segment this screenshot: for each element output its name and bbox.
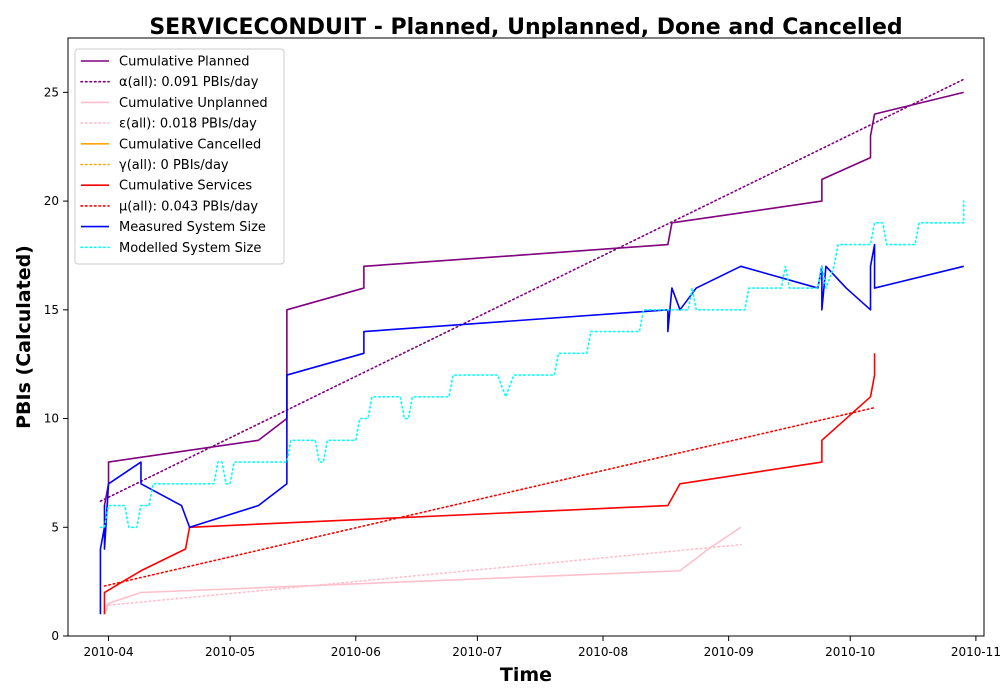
y-axis-ticks: 0 5 10 15 20 25 (44, 85, 68, 643)
legend-label: Cumulative Unplanned (119, 96, 268, 111)
series-line-modelled-system-size (99, 200, 965, 529)
legend-label: γ(all): 0 PBIs/day (119, 158, 229, 173)
y-tick-label: 20 (44, 194, 59, 208)
y-tick-label: 15 (44, 303, 59, 317)
y-tick-label: 5 (51, 520, 59, 534)
legend-label: Cumulative Cancelled (119, 137, 261, 152)
series-line-cumulative-unplanned (103, 526, 742, 615)
series-line-all-0-091-pbis-day (99, 78, 965, 502)
x-axis-ticks: 2010-04 2010-05 2010-06 2010-07 2010-08 2010-… (83, 636, 1000, 659)
x-tick-label: 2010-05 (205, 645, 255, 659)
legend-label: α(all): 0.091 PBIs/day (119, 75, 259, 90)
series-line-all-0-018-pbis-day (103, 543, 742, 607)
y-tick-label: 0 (51, 629, 59, 643)
series-line-cumulative-planned (103, 91, 964, 506)
legend-label: μ(all): 0.043 PBIs/day (119, 199, 258, 214)
x-tick-label: 2010-06 (331, 645, 381, 659)
chart-title: SERVICECONDUIT - Planned, Unplanned, Don… (149, 15, 902, 40)
legend-label: Modelled System Size (119, 241, 261, 256)
x-tick-label: 2010-07 (452, 645, 502, 659)
plot-series (99, 78, 965, 615)
legend-label: Measured System Size (119, 220, 266, 235)
series-line-all-0-043-pbis-day (103, 406, 876, 587)
series-line-cumulative-services (103, 353, 876, 615)
x-tick-label: 2010-11 (951, 645, 1000, 659)
legend-label: Cumulative Planned (119, 55, 249, 70)
y-tick-label: 10 (44, 412, 59, 426)
plot-frame (67, 37, 985, 637)
x-tick-label: 2010-04 (83, 645, 133, 659)
legend-label: ε(all): 0.018 PBIs/day (119, 117, 257, 132)
legend: Cumulative Planned α(all): 0.091 PBIs/day… (74, 48, 285, 265)
legend-box (74, 48, 285, 265)
y-axis-label: PBIs (Calculated) (13, 245, 35, 429)
legend-label: Cumulative Services (119, 179, 252, 194)
x-axis-label: Time (500, 664, 552, 686)
x-tick-label: 2010-08 (578, 645, 628, 659)
y-tick-label: 25 (44, 85, 59, 99)
x-tick-label: 2010-09 (704, 645, 754, 659)
x-tick-label: 2010-10 (825, 645, 875, 659)
